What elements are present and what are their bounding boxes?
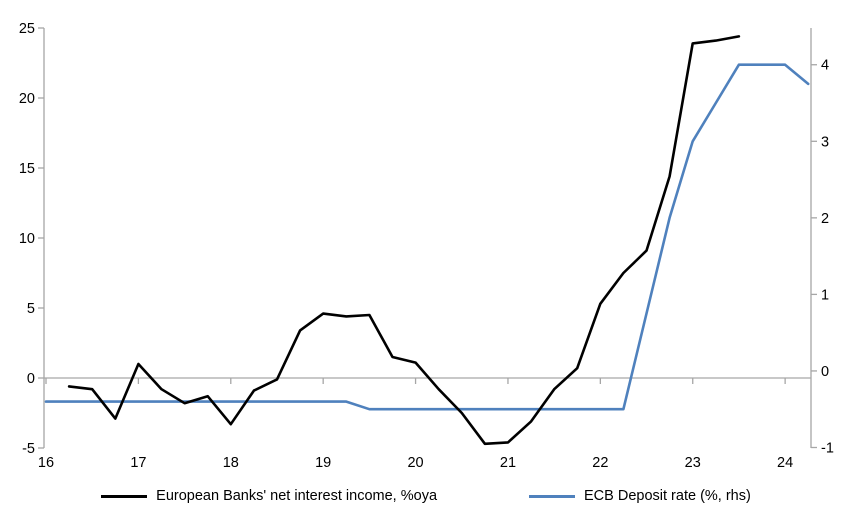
left-axis-label: 20 <box>19 91 35 107</box>
x-axis-label: 17 <box>130 455 146 471</box>
left-axis-label: 15 <box>19 161 35 177</box>
right-axis-label: 4 <box>821 58 829 74</box>
deposit-rate-series-line <box>44 63 810 411</box>
nii-legend-label: European Banks' net interest income, %oy… <box>156 488 438 504</box>
right-axis-label: 0 <box>821 364 829 380</box>
x-axis-label: 16 <box>38 455 54 471</box>
x-axis-label: 21 <box>500 455 516 471</box>
x-axis-label: 18 <box>223 455 239 471</box>
left-axis-label: 5 <box>27 301 35 317</box>
x-axis-label: 19 <box>315 455 331 471</box>
left-axis-label: -5 <box>22 441 35 457</box>
x-axis-label: 23 <box>685 455 701 471</box>
chart-legend: European Banks' net interest income, %oy… <box>0 488 852 504</box>
nii-line-sample-icon <box>101 494 148 498</box>
right-axis-label: -1 <box>821 441 834 457</box>
legend-item-deposit-rate: ECB Deposit rate (%, rhs) <box>529 488 751 504</box>
legend-item-nii: European Banks' net interest income, %oy… <box>101 488 437 504</box>
right-axis-label: 2 <box>821 211 829 227</box>
deposit-rate-line-sample-icon <box>529 494 576 498</box>
x-axis-label: 24 <box>777 455 793 471</box>
nii-series-line <box>67 35 741 446</box>
left-axis-label: 0 <box>27 371 35 387</box>
left-axis-label: 10 <box>19 231 35 247</box>
right-axis-label: 3 <box>821 134 829 150</box>
deposit-rate-legend-label: ECB Deposit rate (%, rhs) <box>584 488 751 504</box>
x-axis-label: 20 <box>407 455 423 471</box>
right-axis-label: 1 <box>821 287 829 303</box>
x-axis-label: 22 <box>592 455 608 471</box>
left-axis-label: 25 <box>19 21 35 37</box>
